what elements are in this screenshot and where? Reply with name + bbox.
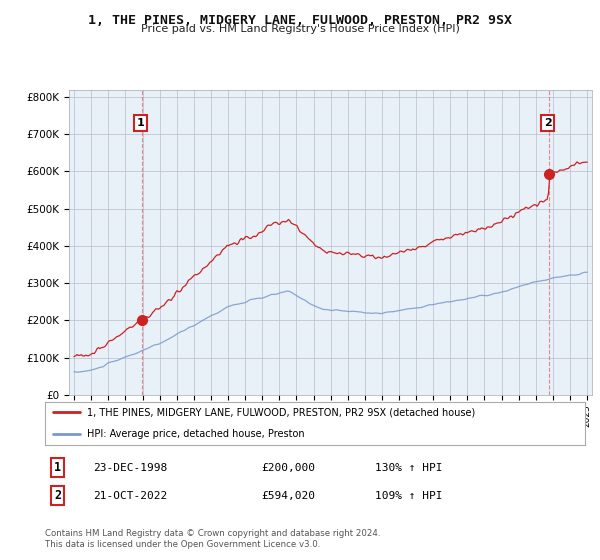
Text: Contains HM Land Registry data © Crown copyright and database right 2024.
This d: Contains HM Land Registry data © Crown c… — [45, 529, 380, 549]
Text: 1: 1 — [54, 461, 61, 474]
Text: HPI: Average price, detached house, Preston: HPI: Average price, detached house, Pres… — [87, 430, 305, 439]
Text: £200,000: £200,000 — [261, 463, 315, 473]
Text: 1, THE PINES, MIDGERY LANE, FULWOOD, PRESTON, PR2 9SX: 1, THE PINES, MIDGERY LANE, FULWOOD, PRE… — [88, 14, 512, 27]
Text: 21-OCT-2022: 21-OCT-2022 — [93, 491, 167, 501]
Text: 1, THE PINES, MIDGERY LANE, FULWOOD, PRESTON, PR2 9SX (detached house): 1, THE PINES, MIDGERY LANE, FULWOOD, PRE… — [87, 408, 475, 417]
Text: 2: 2 — [54, 489, 61, 502]
Text: 109% ↑ HPI: 109% ↑ HPI — [375, 491, 443, 501]
Text: 2: 2 — [544, 118, 551, 128]
Text: £594,020: £594,020 — [261, 491, 315, 501]
Text: 23-DEC-1998: 23-DEC-1998 — [93, 463, 167, 473]
Text: Price paid vs. HM Land Registry's House Price Index (HPI): Price paid vs. HM Land Registry's House … — [140, 24, 460, 34]
Text: 1: 1 — [136, 118, 144, 128]
Text: 130% ↑ HPI: 130% ↑ HPI — [375, 463, 443, 473]
